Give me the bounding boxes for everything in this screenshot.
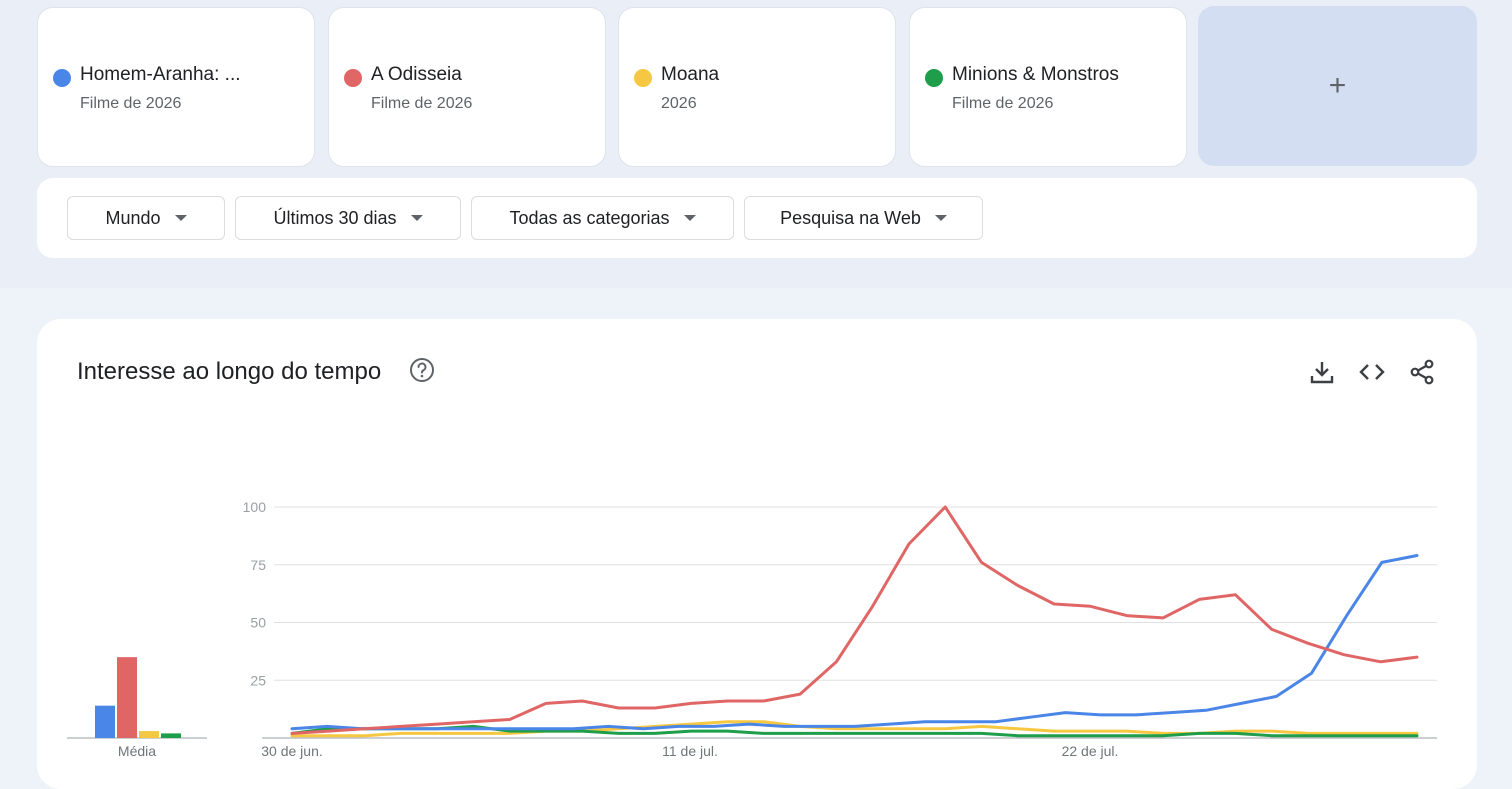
average-bar — [117, 657, 137, 738]
search-type-dropdown[interactable]: Pesquisa na Web — [744, 196, 983, 240]
term-color-dot — [344, 69, 362, 87]
caret-down-icon — [934, 215, 947, 221]
term-color-dot — [634, 69, 652, 87]
y-tick-label: 50 — [250, 615, 266, 631]
category-dropdown[interactable]: Todas as categorias — [471, 196, 734, 240]
average-bar — [95, 705, 115, 738]
term-card-2[interactable]: A Odisseia Filme de 2026 — [328, 7, 606, 167]
filter-bar: Mundo Últimos 30 dias Todas as categoria… — [37, 178, 1477, 258]
x-tick-label: 11 de jul. — [662, 743, 718, 759]
y-tick-label: 100 — [243, 499, 267, 515]
region-dropdown[interactable]: Mundo — [67, 196, 225, 240]
interest-chart: 25 50 75 100 30 de jun. 11 de jul. 22 de jul. M… — [67, 499, 1437, 759]
term-card-1[interactable]: Homem-Aranha: ... Filme de 2026 — [37, 7, 315, 167]
term-subtitle: 2026 — [661, 95, 697, 112]
term-subtitle: Filme de 2026 — [952, 95, 1054, 112]
category-label: Todas as categorias — [509, 207, 670, 228]
term-color-dot — [925, 69, 943, 87]
embed-code-icon[interactable] — [1359, 359, 1385, 385]
caret-down-icon — [174, 215, 187, 221]
period-dropdown[interactable]: Últimos 30 dias — [235, 196, 461, 240]
average-label: Média — [118, 743, 156, 759]
y-tick-label: 75 — [250, 557, 266, 573]
term-name: A Odisseia — [371, 64, 462, 85]
series-line — [290, 724, 1419, 738]
term-card-3[interactable]: Moana 2026 — [618, 7, 896, 167]
average-bar — [161, 733, 181, 738]
panel-title: Interesse ao longo do tempo — [77, 358, 382, 385]
period-label: Últimos 30 dias — [273, 207, 397, 228]
x-tick-label: 22 de jul. — [1062, 743, 1119, 759]
caret-down-icon — [410, 215, 423, 221]
term-subtitle: Filme de 2026 — [371, 95, 473, 112]
term-name: Moana — [661, 64, 720, 85]
series-line — [290, 554, 1419, 731]
search-type-label: Pesquisa na Web — [780, 207, 921, 228]
add-term-button[interactable]: + — [1198, 6, 1477, 166]
plus-icon: + — [1328, 69, 1347, 102]
y-tick-label: 25 — [250, 672, 266, 688]
series-line — [290, 720, 1419, 738]
interest-over-time-panel: Interesse ao longo do tempo 25 50 75 100 30 … — [37, 319, 1477, 789]
term-name: Minions & Monstros — [952, 64, 1119, 85]
term-card-4[interactable]: Minions & Monstros Filme de 2026 — [909, 7, 1187, 167]
x-tick-label: 30 de jun. — [261, 743, 323, 759]
help-icon[interactable] — [409, 357, 435, 383]
term-subtitle: Filme de 2026 — [80, 95, 182, 112]
average-bar — [139, 731, 159, 738]
region-label: Mundo — [105, 207, 161, 228]
download-icon[interactable] — [1309, 359, 1335, 385]
series-line — [290, 505, 1419, 735]
caret-down-icon — [683, 215, 696, 221]
term-color-dot — [53, 69, 71, 87]
term-name: Homem-Aranha: ... — [80, 64, 241, 85]
share-icon[interactable] — [1409, 359, 1435, 385]
